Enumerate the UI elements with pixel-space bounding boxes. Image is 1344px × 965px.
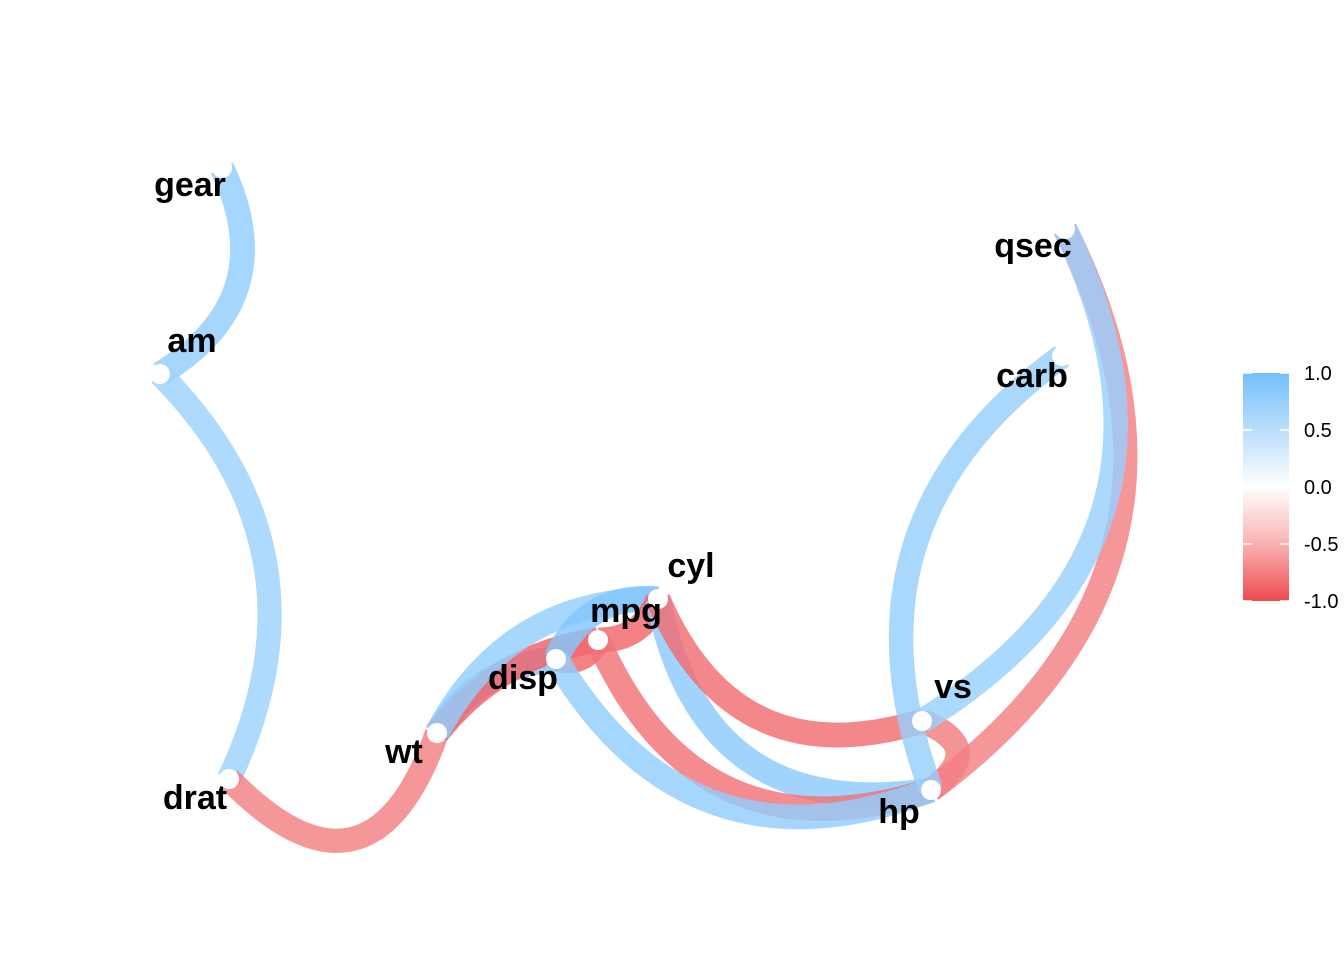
legend-tick-label: -1.0 xyxy=(1304,591,1338,613)
legend-tick-label: 0.0 xyxy=(1304,477,1332,499)
legend-tick-label: 0.5 xyxy=(1304,420,1332,442)
node-gear xyxy=(212,158,232,178)
edge-vs-qsec xyxy=(915,223,1128,732)
edge-disp-cyl xyxy=(544,585,659,665)
node-label-qsec: qsec xyxy=(994,227,1072,265)
color-legend: 1.0 0.5 0.0 -0.5 -1.0 xyxy=(1243,363,1338,613)
node-wt xyxy=(427,723,447,743)
node-am xyxy=(150,364,170,384)
edge-gear-am xyxy=(153,162,255,385)
edge-am-drat xyxy=(151,365,282,785)
node-label-cyl: cyl xyxy=(667,547,714,585)
node-label-carb: carb xyxy=(996,357,1068,395)
edge-hp-carb xyxy=(888,346,1070,795)
node-disp xyxy=(546,649,566,669)
edge-disp-hp xyxy=(545,652,936,830)
nodes-layer xyxy=(150,158,1075,800)
node-label-disp: disp xyxy=(488,659,558,697)
node-label-am: am xyxy=(167,322,216,360)
node-qsec xyxy=(1055,219,1075,239)
edges-layer xyxy=(151,162,1138,853)
node-label-wt: wt xyxy=(384,733,423,771)
legend-ticks: 1.0 0.5 0.0 -0.5 -1.0 xyxy=(1243,363,1338,613)
node-cyl xyxy=(648,589,668,609)
node-label-hp: hp xyxy=(878,793,920,831)
node-label-drat: drat xyxy=(163,779,227,817)
node-drat xyxy=(219,769,239,789)
edge-drat-wt xyxy=(220,728,449,853)
node-mpg xyxy=(588,630,608,650)
node-label-gear: gear xyxy=(154,166,226,204)
node-vs xyxy=(912,711,932,731)
node-label-vs: vs xyxy=(934,668,972,706)
node-label-mpg: mpg xyxy=(590,592,662,630)
legend-tick-label: -0.5 xyxy=(1304,534,1338,556)
legend-tick-label: 1.0 xyxy=(1304,363,1332,385)
node-carb xyxy=(1052,346,1072,366)
edge-cyl-vs xyxy=(646,594,926,748)
node-hp xyxy=(921,780,941,800)
